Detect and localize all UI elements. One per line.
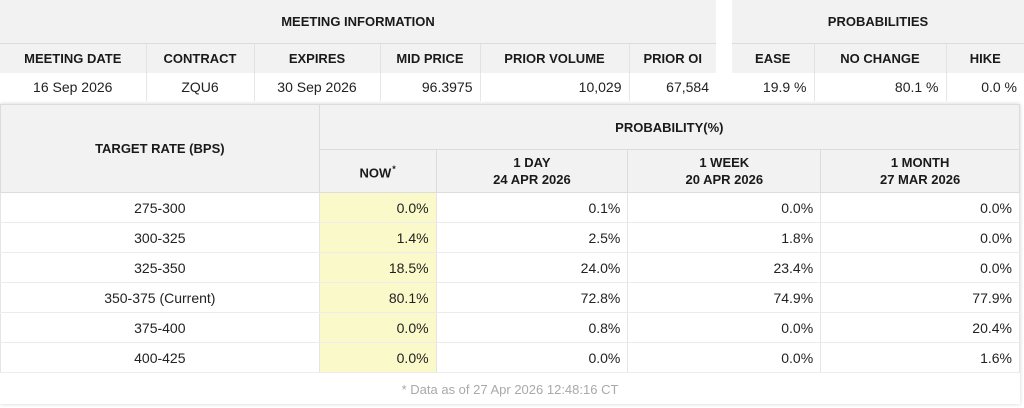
target-rate-header: TARGET RATE (BPS) bbox=[0, 104, 320, 193]
now-header: NOW* bbox=[318, 149, 437, 193]
one-week-cell: 0.0% bbox=[627, 312, 822, 343]
one-month-cell: 0.0% bbox=[820, 192, 1020, 223]
hike-value: 0.0 % bbox=[945, 73, 1024, 101]
mid-price-value: 96.3975 bbox=[379, 73, 480, 101]
one-month-cell: 0.0% bbox=[820, 222, 1020, 253]
one-month-label: 1 MONTH bbox=[890, 155, 950, 170]
one-day-cell: 0.8% bbox=[435, 312, 629, 343]
ease-value: 19.9 % bbox=[732, 73, 814, 101]
now-cell: 80.1% bbox=[318, 282, 437, 313]
now-cell: 18.5% bbox=[318, 252, 437, 283]
target-rate-panel: TARGET RATE (BPS) PROBABILITY(%) NOW* 1 … bbox=[0, 104, 1021, 404]
probabilities-row: 19.9 % 80.1 % 0.0 % bbox=[732, 73, 1024, 101]
target-rate-table: TARGET RATE (BPS) PROBABILITY(%) NOW* 1 … bbox=[0, 104, 1021, 373]
no-change-value: 80.1 % bbox=[813, 73, 946, 101]
target-rate-cell: 300-325 bbox=[0, 222, 320, 253]
one-day-cell: 0.1% bbox=[435, 192, 629, 223]
meeting-date-header: MEETING DATE bbox=[0, 43, 146, 73]
one-day-label: 1 DAY bbox=[513, 155, 551, 170]
now-cell: 0.0% bbox=[318, 312, 437, 343]
meeting-info-row: 16 Sep 2026 ZQU6 30 Sep 2026 96.3975 10,… bbox=[0, 73, 716, 101]
contract-value: ZQU6 bbox=[145, 73, 254, 101]
one-month-cell: 20.4% bbox=[820, 312, 1020, 343]
no-change-header: NO CHANGE bbox=[813, 43, 946, 73]
meeting-date-value: 16 Sep 2026 bbox=[0, 73, 146, 101]
one-day-cell: 24.0% bbox=[435, 252, 629, 283]
expires-header: EXPIRES bbox=[253, 43, 380, 73]
meeting-info-title: MEETING INFORMATION bbox=[0, 0, 716, 44]
prior-volume-value: 10,029 bbox=[479, 73, 629, 101]
table-row: 350-375 (Current) 80.1% 72.8% 74.9% 77.9… bbox=[0, 282, 1020, 313]
meeting-info-table: MEETING INFORMATION MEETING DATE CONTRAC… bbox=[0, 0, 716, 101]
target-rate-cell: 400-425 bbox=[0, 342, 320, 373]
one-week-date: 20 APR 2026 bbox=[685, 172, 764, 187]
now-footnote-mark: * bbox=[392, 163, 396, 174]
one-month-cell: 1.6% bbox=[820, 342, 1020, 373]
table-row: 300-325 1.4% 2.5% 1.8% 0.0% bbox=[0, 222, 1020, 253]
one-month-cell: 77.9% bbox=[820, 282, 1020, 313]
one-week-cell: 23.4% bbox=[627, 252, 822, 283]
ease-header: EASE bbox=[732, 43, 814, 73]
probabilities-title: PROBABILITIES bbox=[732, 0, 1024, 44]
now-label: NOW bbox=[359, 165, 392, 181]
hike-header: HIKE bbox=[945, 43, 1024, 73]
table-row: 375-400 0.0% 0.8% 0.0% 20.4% bbox=[0, 312, 1020, 343]
now-cell: 0.0% bbox=[318, 342, 437, 373]
now-cell: 1.4% bbox=[318, 222, 437, 253]
expires-value: 30 Sep 2026 bbox=[253, 73, 380, 101]
table-row: 400-425 0.0% 0.0% 0.0% 1.6% bbox=[0, 342, 1020, 373]
one-week-cell: 0.0% bbox=[627, 192, 822, 223]
one-week-cell: 74.9% bbox=[627, 282, 822, 313]
mid-price-header: MID PRICE bbox=[379, 43, 480, 73]
one-day-header: 1 DAY 24 APR 2026 bbox=[435, 149, 629, 193]
one-week-header: 1 WEEK 20 APR 2026 bbox=[627, 149, 822, 193]
prior-oi-header: PRIOR OI bbox=[628, 43, 716, 73]
one-week-label: 1 WEEK bbox=[699, 155, 750, 170]
data-timestamp-note: * Data as of 27 Apr 2026 12:48:16 CT bbox=[401, 382, 619, 397]
one-day-cell: 2.5% bbox=[435, 222, 629, 253]
target-rate-cell: 325-350 bbox=[0, 252, 320, 283]
probabilities-table: PROBABILITIES EASE NO CHANGE HIKE 19.9 %… bbox=[732, 0, 1024, 101]
prior-oi-value: 67,584 bbox=[628, 73, 716, 101]
probability-header: PROBABILITY(%) bbox=[318, 104, 1021, 150]
target-rate-cell: 275-300 bbox=[0, 192, 320, 223]
target-rate-cell: 350-375 (Current) bbox=[0, 282, 320, 313]
contract-header: CONTRACT bbox=[145, 43, 254, 73]
prior-volume-header: PRIOR VOLUME bbox=[479, 43, 629, 73]
one-week-cell: 1.8% bbox=[627, 222, 822, 253]
table-row: 275-300 0.0% 0.1% 0.0% 0.0% bbox=[0, 192, 1020, 223]
one-day-cell: 72.8% bbox=[435, 282, 629, 313]
table-row: 325-350 18.5% 24.0% 23.4% 0.0% bbox=[0, 252, 1020, 283]
target-rate-cell: 375-400 bbox=[0, 312, 320, 343]
now-cell: 0.0% bbox=[318, 192, 437, 223]
one-month-header: 1 MONTH 27 MAR 2026 bbox=[820, 149, 1020, 193]
one-week-cell: 0.0% bbox=[627, 342, 822, 373]
one-day-cell: 0.0% bbox=[435, 342, 629, 373]
one-month-date: 27 MAR 2026 bbox=[879, 172, 961, 187]
one-month-cell: 0.0% bbox=[820, 252, 1020, 283]
one-day-date: 24 APR 2026 bbox=[493, 172, 571, 187]
